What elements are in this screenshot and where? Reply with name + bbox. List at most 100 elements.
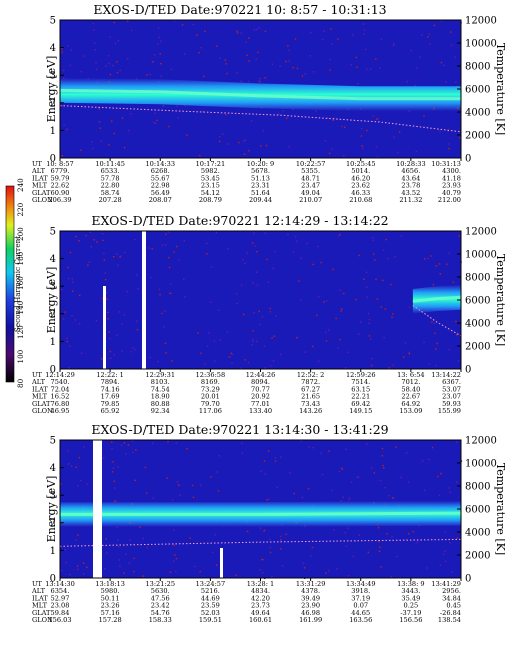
noise-speckle: [444, 531, 446, 533]
noise-speckle: [145, 492, 148, 494]
noise-speckle: [271, 337, 273, 339]
noise-speckle: [124, 251, 126, 254]
noise-speckle: [256, 340, 258, 343]
noise-speckle: [363, 33, 365, 35]
noise-speckle: [104, 272, 106, 274]
table-cell: 211.32: [399, 196, 422, 204]
panel-3-energy-axis-label: Energy [eV]: [45, 476, 58, 543]
noise-speckle: [254, 245, 256, 247]
table-cell: 13:28: 1: [247, 580, 275, 588]
noise-speckle: [117, 546, 120, 548]
noise-speckle: [204, 30, 206, 32]
table-cell: 20.01: [201, 393, 220, 401]
noise-speckle: [121, 117, 124, 119]
energy-tick-label: 3: [50, 491, 56, 502]
noise-speckle: [408, 306, 411, 309]
noise-speckle: [452, 281, 454, 284]
noise-speckle: [251, 344, 253, 346]
noise-speckle: [337, 38, 339, 40]
table-cell: 209.44: [249, 196, 272, 204]
noise-speckle: [376, 118, 378, 120]
noise-speckle: [435, 265, 437, 267]
noise-speckle: [102, 239, 104, 242]
noise-speckle: [184, 296, 186, 298]
table-cell: 57.16: [101, 609, 120, 617]
colorbar-gradient: [5, 185, 15, 383]
noise-speckle: [337, 347, 339, 349]
noise-speckle: [157, 360, 159, 363]
temperature-trace: [59, 538, 462, 547]
table-cell: 4300.: [442, 167, 461, 175]
noise-speckle: [153, 122, 155, 124]
noise-speckle: [428, 363, 431, 365]
noise-speckle: [369, 68, 372, 70]
table-cell: 23.59: [201, 602, 220, 610]
noise-speckle: [103, 259, 105, 261]
noise-speckle: [368, 322, 370, 325]
noise-speckle: [331, 43, 333, 45]
noise-speckle: [127, 58, 129, 60]
table-cell: 10:31:13: [431, 160, 461, 168]
table-cell: 13:34:49: [346, 580, 376, 588]
table-cell: 17.69: [101, 393, 120, 401]
noise-speckle: [278, 113, 280, 115]
noise-speckle: [312, 263, 314, 266]
noise-speckle: [164, 310, 166, 312]
noise-speckle: [161, 312, 163, 315]
noise-speckle: [287, 45, 289, 47]
noise-speckle: [438, 263, 441, 265]
noise-speckle: [113, 256, 115, 258]
noise-speckle: [217, 309, 220, 311]
noise-speckle: [168, 256, 170, 259]
noise-speckle: [419, 56, 421, 58]
noise-speckle: [178, 484, 180, 487]
noise-speckle: [264, 367, 266, 369]
noise-speckle: [116, 526, 118, 528]
table-row-label: GLON: [32, 616, 53, 624]
noise-speckle: [60, 483, 62, 485]
noise-speckle: [258, 310, 260, 313]
noise-speckle: [390, 575, 393, 578]
noise-speckle: [63, 124, 65, 126]
noise-speckle: [347, 351, 349, 353]
temperature-tick-label: 2000: [465, 342, 490, 353]
table-cell: 13:41:29: [431, 580, 461, 588]
spectrogram-panel-2: EXOS-D/TED Date:970221 12:14:29 - 13:14:…: [31, 213, 505, 415]
noise-speckle: [435, 348, 437, 350]
noise-speckle: [156, 119, 158, 122]
noise-speckle: [356, 66, 358, 68]
noise-speckle: [382, 249, 385, 251]
noise-speckle: [279, 353, 282, 356]
noise-speckle: [103, 252, 105, 255]
table-row-label: MLT: [32, 602, 48, 610]
noise-speckle: [98, 107, 100, 110]
noise-speckle: [149, 73, 151, 76]
noise-speckle: [136, 274, 138, 276]
noise-speckle: [152, 497, 154, 499]
noise-speckle: [383, 336, 385, 339]
table-cell: 76.80: [51, 400, 70, 408]
energy-tick-label: 5: [50, 227, 56, 238]
table-row-label: GLAT: [32, 400, 51, 408]
noise-speckle: [260, 470, 262, 473]
noise-speckle: [134, 479, 136, 481]
noise-speckle: [244, 139, 246, 141]
table-cell: 39.49: [301, 594, 320, 602]
temperature-tick-label: 2000: [465, 131, 490, 142]
noise-speckle: [380, 306, 382, 308]
table-cell: 161.99: [299, 616, 322, 624]
noise-speckle: [440, 20, 443, 22]
noise-speckle: [357, 83, 359, 85]
noise-speckle: [206, 253, 208, 255]
noise-speckle: [157, 27, 160, 29]
noise-speckle: [244, 359, 246, 361]
noise-speckle: [262, 572, 264, 574]
noise-speckle: [355, 56, 357, 59]
noise-speckle: [450, 44, 453, 46]
temperature-tick-label: 8000: [465, 482, 490, 493]
noise-speckle: [210, 476, 212, 478]
noise-speckle: [262, 130, 264, 132]
noise-speckle: [194, 565, 196, 568]
noise-speckle: [125, 453, 127, 455]
noise-speckle: [424, 258, 426, 260]
